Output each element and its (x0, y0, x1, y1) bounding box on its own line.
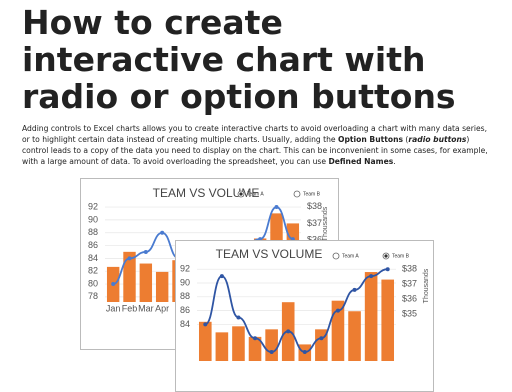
y-tick-label: 88 (180, 291, 190, 301)
x-tick-label: Apr (155, 303, 169, 313)
article-title: How to create interactive chart with rad… (22, 3, 456, 116)
bar (348, 311, 361, 361)
page: How to create interactive chart with rad… (22, 3, 494, 392)
line-marker (111, 282, 116, 287)
line-marker (286, 329, 291, 334)
y2-tick-label: $35 (402, 309, 417, 319)
legend-label: Team A (342, 253, 359, 259)
radio-dot (384, 254, 388, 258)
bar (155, 271, 169, 302)
y2-tick-label: $36 (402, 294, 417, 304)
line-marker (143, 249, 148, 254)
y-tick-label: 92 (88, 201, 98, 211)
line-marker (219, 274, 224, 279)
y2-tick-label: $37 (402, 278, 417, 288)
y2-tick-label: $36 (307, 235, 322, 245)
text-run: ( (403, 135, 409, 144)
y-tick-label: 80 (88, 278, 98, 288)
bar (232, 326, 245, 361)
y2-axis-label: Thousands (322, 206, 329, 241)
bar (381, 279, 395, 361)
line-marker (352, 287, 357, 292)
article-paragraph: Adding controls to Excel charts allows y… (22, 123, 494, 167)
legend-label: Team B (392, 253, 410, 259)
y-tick-label: 84 (180, 319, 190, 329)
legend-label: Team B (303, 191, 321, 197)
y2-tick-label: $38 (402, 263, 417, 273)
y-tick-label: 88 (88, 227, 98, 237)
x-tick-label: Feb (122, 303, 138, 313)
radio-button[interactable] (293, 190, 301, 198)
text-run: Adding controls to Excel charts allows y… (22, 124, 487, 144)
bar (265, 329, 278, 361)
y-tick-label: 78 (88, 291, 98, 301)
chart-title: TEAM VS VOLUME (153, 186, 260, 200)
y-tick-label: 90 (180, 277, 190, 287)
chart-image: TEAM VS VOLUME Team A Team B 84 86 88 90 92 $35 $… (175, 240, 434, 392)
line-marker (160, 230, 165, 235)
y2-axis-label: Thousands (423, 268, 430, 303)
y-tick-label: 82 (88, 266, 98, 276)
y-tick-label: 86 (88, 240, 98, 250)
bar (198, 321, 212, 361)
y-tick-label: 90 (88, 214, 98, 224)
line-marker (302, 350, 307, 355)
text-run: radio buttons (408, 135, 467, 144)
y-tick-label: 86 (180, 305, 190, 315)
line-marker (319, 336, 324, 341)
bar (123, 251, 136, 302)
text-run: Option Buttons (338, 135, 404, 144)
chart-title: TEAM VS VOLUME (216, 247, 323, 261)
radio-button[interactable] (332, 252, 340, 260)
y-tick-label: 84 (88, 253, 98, 263)
line-marker (335, 308, 340, 313)
legend-label: Team A (247, 191, 264, 197)
line-marker (236, 315, 241, 320)
line-marker (253, 336, 258, 341)
y2-tick-label: $38 (307, 201, 322, 211)
line-marker (385, 267, 390, 272)
line-marker (369, 274, 374, 279)
text-run: ) control leads to a copy of the data yo… (22, 135, 488, 166)
y2-tick-label: $37 (307, 218, 322, 228)
text-run: Defined Names (328, 157, 394, 166)
bar (364, 272, 378, 361)
x-tick-label: Mar (138, 303, 154, 313)
bar (139, 263, 153, 302)
line-marker (269, 350, 274, 355)
x-tick-label: Jan (106, 303, 121, 313)
bar (215, 332, 229, 361)
line-marker (127, 256, 132, 261)
line-marker (274, 205, 279, 210)
y-tick-label: 92 (180, 264, 190, 274)
text-run: . (393, 157, 396, 166)
line-marker (203, 322, 208, 327)
radio-dot (239, 192, 243, 196)
